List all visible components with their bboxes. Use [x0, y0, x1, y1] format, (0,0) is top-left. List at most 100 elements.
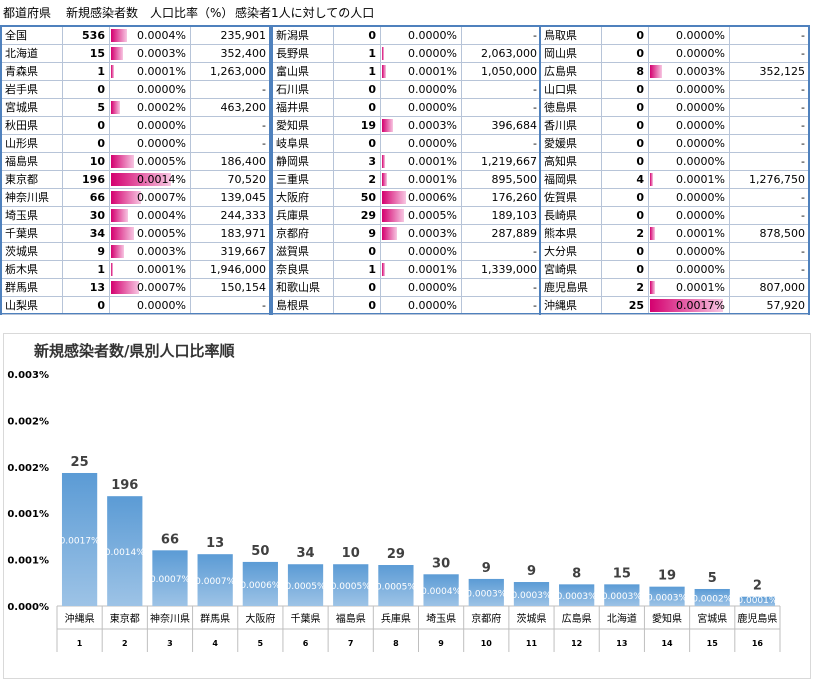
bar-ratio-label: 0.0006%	[240, 581, 280, 591]
ratio-data-bar	[111, 173, 171, 186]
new-cases: 0	[636, 137, 644, 150]
bar-value-label: 10	[342, 546, 360, 561]
population-ratio: 0.0000%	[137, 137, 186, 150]
population-ratio: 0.0005%	[137, 227, 186, 240]
prefecture-name: 福井県	[276, 101, 309, 114]
ratio-data-bar	[111, 209, 129, 222]
population-per-case: 176,260	[491, 191, 538, 204]
population-per-case: -	[262, 137, 266, 150]
population-ratio: 0.0000%	[408, 245, 457, 258]
bar-ratio-label: 0.0005%	[286, 582, 326, 592]
new-cases: 196	[82, 173, 105, 186]
prefecture-name: 富山県	[276, 65, 309, 78]
new-cases: 9	[368, 227, 376, 240]
header-population-ratio: 人口比率（%）	[150, 6, 234, 20]
population-per-case: -	[801, 263, 805, 276]
population-ratio: 0.0001%	[408, 155, 457, 168]
population-ratio: 0.0003%	[137, 245, 186, 258]
new-cases: 0	[368, 299, 376, 312]
header-new-cases: 新規感染者数	[66, 6, 139, 20]
population-per-case: -	[533, 245, 537, 258]
table-row: 鳥取県 0 0.0000% -	[541, 27, 808, 45]
bar-value-label: 19	[658, 569, 676, 584]
ratio-data-bar	[650, 281, 656, 294]
bar-value-label: 9	[527, 564, 536, 579]
new-cases: 10	[89, 155, 105, 168]
table-row: 沖縄県 25 0.0017% 57,920	[541, 297, 808, 315]
table-row: 宮崎県 0 0.0000% -	[541, 261, 808, 279]
population-ratio: 0.0001%	[408, 65, 457, 78]
new-cases: 0	[97, 83, 105, 96]
population-ratio: 0.0000%	[676, 155, 725, 168]
prefecture-name: 鳥取県	[544, 29, 577, 42]
table-row: 宮城県 5 0.0002% 463,200	[2, 99, 269, 117]
new-cases: 0	[368, 29, 376, 42]
prefecture-name: 北海道	[5, 47, 38, 60]
table-row: 神奈川県 66 0.0007% 139,045	[2, 189, 269, 207]
table-row: 大分県 0 0.0000% -	[541, 243, 808, 261]
y-tick-label: 0.000%	[7, 602, 49, 613]
new-cases: 0	[636, 245, 644, 258]
population-per-case: 1,276,750	[749, 173, 805, 186]
table-row: 三重県 2 0.0001% 895,500	[273, 171, 539, 189]
category-label: 神奈川県	[150, 612, 190, 625]
population-per-case: -	[801, 83, 805, 96]
table-row: 静岡県 3 0.0001% 1,219,667	[273, 153, 539, 171]
bar	[604, 584, 640, 606]
new-cases: 0	[636, 209, 644, 222]
prefecture-name: 山形県	[5, 137, 38, 150]
new-cases: 3	[368, 155, 376, 168]
ratio-data-bar	[111, 245, 125, 258]
prefecture-name: 愛媛県	[544, 137, 577, 150]
y-tick-label: 0.002%	[7, 416, 49, 427]
prefecture-name: 茨城県	[5, 245, 38, 258]
bar-ratio-label: 0.0005%	[331, 582, 371, 592]
bar-value-label: 30	[432, 556, 450, 571]
population-per-case: 1,219,667	[481, 155, 537, 168]
population-per-case: 878,500	[759, 227, 806, 240]
ratio-data-bar	[111, 191, 142, 204]
population-ratio: 0.0007%	[137, 281, 186, 294]
table-row: 愛媛県 0 0.0000% -	[541, 135, 808, 153]
new-cases: 0	[368, 245, 376, 258]
prefecture-name: 東京都	[5, 173, 38, 186]
population-per-case: -	[262, 119, 266, 132]
ratio-data-bar	[650, 299, 723, 312]
table-row: 徳島県 0 0.0000% -	[541, 99, 808, 117]
population-ratio: 0.0007%	[137, 191, 186, 204]
prefecture-name: 宮崎県	[544, 263, 577, 276]
new-cases: 2	[636, 281, 644, 294]
prefecture-name: 長崎県	[544, 209, 577, 222]
new-cases: 0	[636, 191, 644, 204]
rank-label: 5	[258, 639, 264, 648]
new-cases: 66	[89, 191, 105, 204]
table-row: 富山県 1 0.0001% 1,050,000	[273, 63, 539, 81]
new-cases: 0	[368, 83, 376, 96]
bar	[649, 586, 685, 606]
ratio-data-bar	[111, 281, 140, 294]
population-per-case: 2,063,000	[481, 47, 537, 60]
bar	[423, 574, 459, 606]
table-row: 新潟県 0 0.0000% -	[273, 27, 539, 45]
ratio-data-bar	[650, 227, 655, 240]
population-per-case: 139,045	[220, 191, 267, 204]
table-row: 福井県 0 0.0000% -	[273, 99, 539, 117]
population-ratio: 0.0000%	[137, 83, 186, 96]
bar	[197, 554, 233, 606]
population-per-case: -	[262, 83, 266, 96]
ratio-data-bar	[382, 119, 393, 132]
new-cases: 30	[89, 209, 105, 222]
new-cases: 0	[97, 137, 105, 150]
bar-ratio-label: 0.0005%	[376, 583, 416, 593]
ratio-data-bar	[382, 173, 387, 186]
population-ratio: 0.0003%	[676, 65, 725, 78]
new-cases: 13	[89, 281, 105, 294]
table-block-2: 新潟県 0 0.0000% - 長野県 1 0.0000% 2,063,000 富山県 1 0.00…	[271, 25, 541, 315]
category-label: 沖縄県	[65, 612, 95, 625]
population-per-case: -	[801, 209, 805, 222]
prefecture-name: 埼玉県	[5, 209, 38, 222]
population-per-case: -	[533, 299, 537, 312]
population-ratio: 0.0000%	[408, 137, 457, 150]
table-block-3: 鳥取県 0 0.0000% - 岡山県 0 0.0000% - 広島県 8 0.0003% 352,1…	[539, 25, 810, 315]
table-block-1: 全国 536 0.0004% 235,901 北海道 15 0.0003% 352,400 青森…	[0, 25, 271, 315]
